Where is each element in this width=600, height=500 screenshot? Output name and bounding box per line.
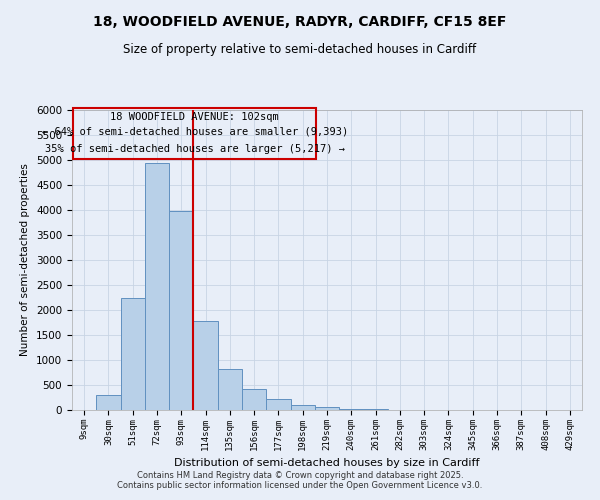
Bar [96,395,121,410]
Y-axis label: Number of semi-detached properties: Number of semi-detached properties [20,164,31,356]
Bar [218,368,242,410]
Bar [364,409,388,410]
Bar [242,388,266,410]
Text: ← 64% of semi-detached houses are smaller (9,393): ← 64% of semi-detached houses are smalle… [41,126,348,136]
Bar [121,298,145,410]
Bar [193,321,218,410]
Bar [73,108,316,158]
Text: Contains HM Land Registry data © Crown copyright and database right 2025.
Contai: Contains HM Land Registry data © Crown c… [118,470,482,490]
Bar [266,398,290,410]
Text: 18 WOODFIELD AVENUE: 102sqm: 18 WOODFIELD AVENUE: 102sqm [110,112,279,122]
Text: Size of property relative to semi-detached houses in Cardiff: Size of property relative to semi-detach… [124,42,476,56]
Text: 18, WOODFIELD AVENUE, RADYR, CARDIFF, CF15 8EF: 18, WOODFIELD AVENUE, RADYR, CARDIFF, CF… [94,15,506,29]
Bar [339,408,364,410]
Bar [145,162,169,410]
Text: 35% of semi-detached houses are larger (5,217) →: 35% of semi-detached houses are larger (… [44,144,344,154]
Bar [315,406,339,410]
X-axis label: Distribution of semi-detached houses by size in Cardiff: Distribution of semi-detached houses by … [174,458,480,468]
Bar [290,404,315,410]
Bar [169,211,193,410]
